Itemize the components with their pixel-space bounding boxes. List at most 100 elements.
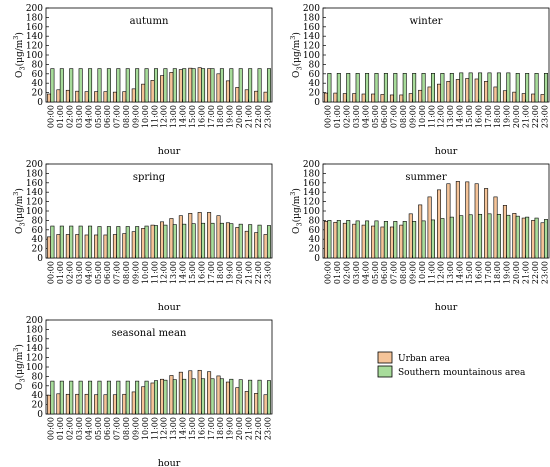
bar-urban	[540, 94, 545, 103]
bar-urban	[122, 91, 127, 103]
bar-mountain	[191, 223, 196, 259]
x-tick-label: 03:00	[75, 261, 84, 284]
y-tick-label: 180	[303, 169, 320, 179]
x-tick-label: 15:00	[188, 105, 197, 128]
bar-urban	[188, 67, 193, 103]
x-tick-label: 09:00	[131, 417, 140, 440]
bar-mountain	[525, 216, 530, 259]
y-axis-label-part: 3	[12, 348, 20, 352]
x-tick-label: 11:00	[150, 261, 159, 284]
bar-mountain	[266, 380, 271, 415]
x-tick-label: 18:00	[493, 261, 502, 284]
x-tick-label: 11:00	[427, 261, 436, 284]
x-tick-label: 08:00	[122, 261, 131, 284]
bar-mountain	[210, 68, 215, 103]
x-tick-label: 08:00	[122, 105, 131, 128]
bar-urban	[47, 236, 52, 259]
bar-urban	[150, 224, 155, 259]
bar-urban	[446, 81, 451, 103]
y-tick-label: 200	[26, 4, 43, 14]
bar-urban	[380, 94, 385, 103]
bar-mountain	[478, 72, 483, 103]
y-axis-label-part: O	[15, 227, 25, 234]
bar-mountain	[430, 219, 435, 259]
bar-mountain	[440, 218, 445, 259]
y-axis-label-part: O	[15, 71, 25, 78]
bar-mountain	[440, 73, 445, 103]
y-tick-label: 40	[32, 79, 44, 89]
bar-urban	[169, 72, 174, 103]
x-tick-label: 19:00	[226, 261, 235, 284]
bar-urban	[254, 232, 259, 259]
x-tick-label: 16:00	[474, 105, 483, 128]
y-tick-label: 40	[309, 79, 321, 89]
bars	[324, 72, 548, 103]
x-tick-label: 17:00	[484, 261, 493, 284]
bar-urban	[493, 196, 498, 259]
y-axis-label-part: )	[14, 32, 25, 36]
bar-urban	[502, 90, 507, 103]
bar-mountain	[449, 216, 454, 259]
chart-panel-2: 020406080100120140160180200O3(μg/m3)wint…	[289, 4, 550, 157]
x-tick-label: 03:00	[352, 261, 361, 284]
bar-urban	[160, 378, 165, 415]
y-axis-label-part: 3	[12, 192, 20, 196]
bar-urban	[103, 394, 108, 415]
bar-mountain	[229, 223, 234, 259]
bar-urban	[131, 391, 136, 415]
panel-title: autumn	[130, 16, 169, 27]
bar-mountain	[346, 220, 351, 259]
x-tick-label: 21:00	[244, 417, 253, 440]
bar-mountain	[210, 222, 215, 259]
y-tick-label: 60	[309, 70, 321, 80]
bar-urban	[389, 226, 394, 259]
bar-mountain	[219, 68, 224, 103]
x-tick-label: 18:00	[216, 105, 225, 128]
y-axis-label: O3(μg/m3)	[12, 32, 27, 78]
x-tick-label: 19:00	[503, 105, 512, 128]
x-tick-label: 22:00	[254, 261, 263, 284]
bar-mountain	[69, 380, 74, 415]
y-tick-label: 140	[303, 32, 320, 42]
bar-mountain	[383, 221, 388, 259]
bar-urban	[225, 80, 230, 103]
bar-mountain	[383, 73, 388, 103]
bar-mountain	[163, 224, 168, 259]
bar-urban	[244, 391, 249, 415]
bar-urban	[263, 234, 268, 259]
bar-urban	[141, 228, 146, 259]
bar-mountain	[525, 73, 530, 103]
y-tick-label: 100	[26, 363, 43, 373]
y-tick-label: 60	[32, 382, 44, 392]
bar-mountain	[172, 224, 177, 259]
panel-title: seasonal mean	[112, 328, 187, 339]
bar-urban	[361, 224, 366, 259]
x-tick-label: 09:00	[131, 105, 140, 128]
y-tick-label: 100	[26, 51, 43, 61]
bar-mountain	[543, 219, 548, 259]
x-tick-label: 07:00	[390, 261, 399, 284]
x-tick-label: 12:00	[160, 105, 169, 128]
y-axis-label: O3(μg/m3)	[289, 188, 304, 234]
bar-mountain	[163, 68, 168, 103]
bar-urban	[207, 212, 212, 259]
bar-mountain	[468, 72, 473, 103]
bar-urban	[112, 234, 117, 259]
bar-mountain	[106, 68, 111, 103]
bar-mountain	[257, 224, 262, 259]
x-tick-label: 16:00	[197, 261, 206, 284]
bar-mountain	[125, 68, 130, 103]
x-tick-label: 05:00	[371, 261, 380, 284]
bar-mountain	[336, 220, 341, 259]
bar-mountain	[336, 73, 341, 103]
x-tick-label: 06:00	[380, 261, 389, 284]
x-tick-label: 07:00	[390, 105, 399, 128]
x-tick-label: 08:00	[399, 261, 408, 284]
bar-mountain	[172, 379, 177, 415]
y-axis-label-part: 3	[296, 222, 304, 226]
bar-mountain	[59, 225, 64, 259]
bars	[324, 181, 548, 259]
bar-mountain	[266, 68, 271, 103]
bar-urban	[437, 189, 442, 259]
bar-urban	[352, 223, 357, 259]
